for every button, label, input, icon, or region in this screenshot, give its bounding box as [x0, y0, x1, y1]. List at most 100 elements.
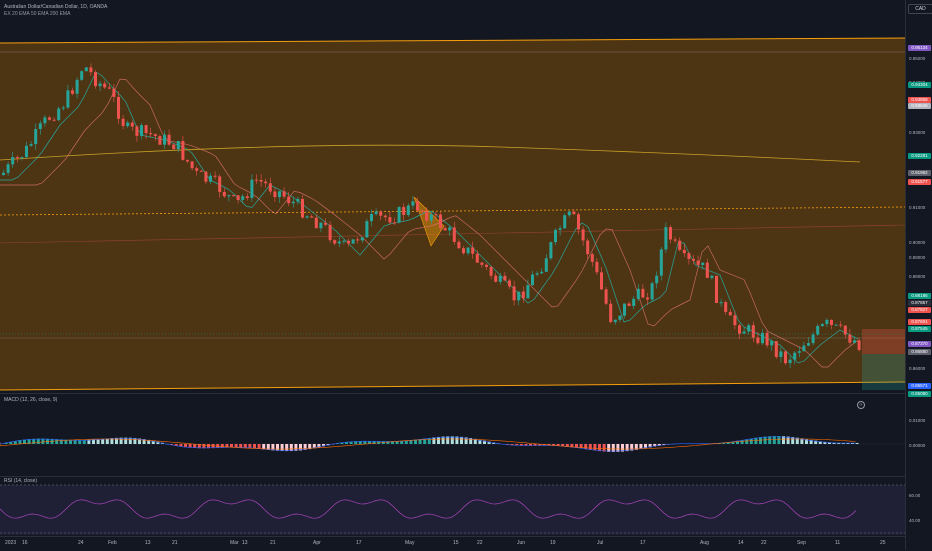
candle-body [674, 239, 677, 240]
macd-bar [777, 436, 780, 444]
indicator-legend[interactable]: EX 20 EMA 50 EMA 200 EMA [4, 11, 70, 17]
candle-body [296, 199, 299, 202]
candle-body [614, 320, 617, 322]
candle-body [701, 263, 704, 265]
candle-body [517, 292, 520, 301]
candlestick-chart[interactable] [0, 0, 905, 393]
candle-body [306, 216, 309, 217]
candle-body [11, 157, 14, 164]
candle-body [848, 335, 851, 343]
candle-body [821, 324, 824, 326]
price-badge[interactable]: 0.85571 [908, 383, 931, 389]
macd-bar [856, 443, 859, 444]
candle-body [48, 117, 51, 119]
rsi-pane[interactable]: RSI (14, close) [0, 476, 905, 537]
candle-body [122, 119, 125, 126]
candle-body [103, 84, 106, 88]
candle-body [398, 207, 401, 222]
macd-title[interactable]: MACD (12, 26, close, 9) [4, 397, 57, 403]
candle-body [62, 108, 65, 109]
price-badge[interactable]: 0.91982 [908, 170, 931, 176]
macd-bar [120, 438, 123, 444]
time-tick: 16 [22, 540, 28, 546]
candle-body [338, 241, 341, 243]
candle-body [30, 144, 33, 146]
candle-body [839, 325, 842, 326]
time-tick: Mar [230, 540, 239, 546]
candle-body [609, 304, 612, 322]
candle-body [531, 275, 534, 286]
price-badge[interactable]: 0.94304 [908, 82, 931, 88]
candle-body [223, 192, 226, 196]
rsi-chart[interactable] [0, 477, 905, 537]
candle-body [301, 199, 304, 218]
macd-bar [281, 444, 284, 451]
candle-body [99, 84, 102, 87]
price-badge[interactable]: 0.85080 [908, 391, 931, 397]
macd-bar [768, 436, 771, 444]
rsi-title[interactable]: RSI (14, close) [4, 478, 37, 484]
candle-body [39, 123, 42, 129]
macd-bar [607, 444, 610, 452]
macd-bar [106, 438, 109, 444]
time-tick: Jul [597, 540, 603, 546]
candle-body [34, 129, 37, 144]
price-badge[interactable]: 0.88186 [908, 293, 931, 299]
candle-body [218, 176, 221, 192]
candle-body [292, 202, 295, 203]
candle-body [724, 302, 727, 312]
time-tick: Apr [313, 540, 321, 546]
currency-label[interactable]: CAD [908, 4, 932, 14]
price-badge[interactable]: 0.93645 [908, 103, 931, 109]
candle-body [513, 286, 516, 300]
candle-body [545, 258, 548, 271]
candle-body [126, 123, 129, 126]
price-badge[interactable]: 0.87857 [908, 300, 931, 306]
price-badge[interactable]: 0.87827 [908, 307, 931, 313]
price-badge[interactable]: 0.87370 [908, 341, 931, 347]
candle-body [57, 109, 60, 121]
candle-body [7, 164, 10, 173]
candle-body [554, 230, 557, 242]
candle-body [577, 214, 580, 229]
candle-body [462, 248, 465, 253]
candle-body [605, 289, 608, 303]
price-badge[interactable]: 0.95134 [908, 45, 931, 51]
candle-body [66, 90, 69, 107]
candle-body [361, 237, 364, 240]
candle-body [775, 341, 778, 357]
candle-body [204, 172, 207, 182]
price-badge[interactable]: 0.86880 [908, 349, 931, 355]
main-chart-pane[interactable]: Australian Dollar/Canadian Dollar, 1D, O… [0, 0, 905, 393]
candle-body [310, 216, 313, 217]
candle-body [16, 157, 19, 158]
candle-body [549, 242, 552, 258]
indicator-tick: 40.00 [909, 518, 920, 523]
time-tick: 17 [640, 540, 646, 546]
time-tick: 22 [761, 540, 767, 546]
candle-body [200, 171, 203, 172]
macd-bar [451, 436, 454, 444]
candle-body [80, 71, 83, 80]
macd-chart[interactable] [0, 394, 905, 477]
price-badge[interactable]: 0.92281 [908, 153, 931, 159]
candle-body [508, 280, 511, 286]
macd-bar [428, 438, 431, 444]
candle-body [600, 272, 603, 289]
macd-bar [593, 444, 596, 451]
price-badge[interactable]: 0.87601 [908, 319, 931, 325]
macd-pane[interactable]: MACD (12, 26, close, 9) [0, 393, 905, 477]
candle-body [425, 211, 428, 221]
candle-body [660, 249, 663, 275]
price-badge[interactable]: 0.87545 [908, 326, 931, 332]
macd-bar [773, 436, 776, 444]
candle-body [743, 331, 746, 333]
candle-body [402, 207, 405, 215]
price-badge[interactable]: 0.91577 [908, 179, 931, 185]
candle-body [145, 125, 148, 133]
time-tick: 22 [477, 540, 483, 546]
indicator-tick: 0.00000 [909, 443, 925, 448]
rsi-band [0, 485, 905, 535]
price-axis[interactable]: CAD 0.950000.940000.930000.920000.910000… [905, 0, 932, 550]
